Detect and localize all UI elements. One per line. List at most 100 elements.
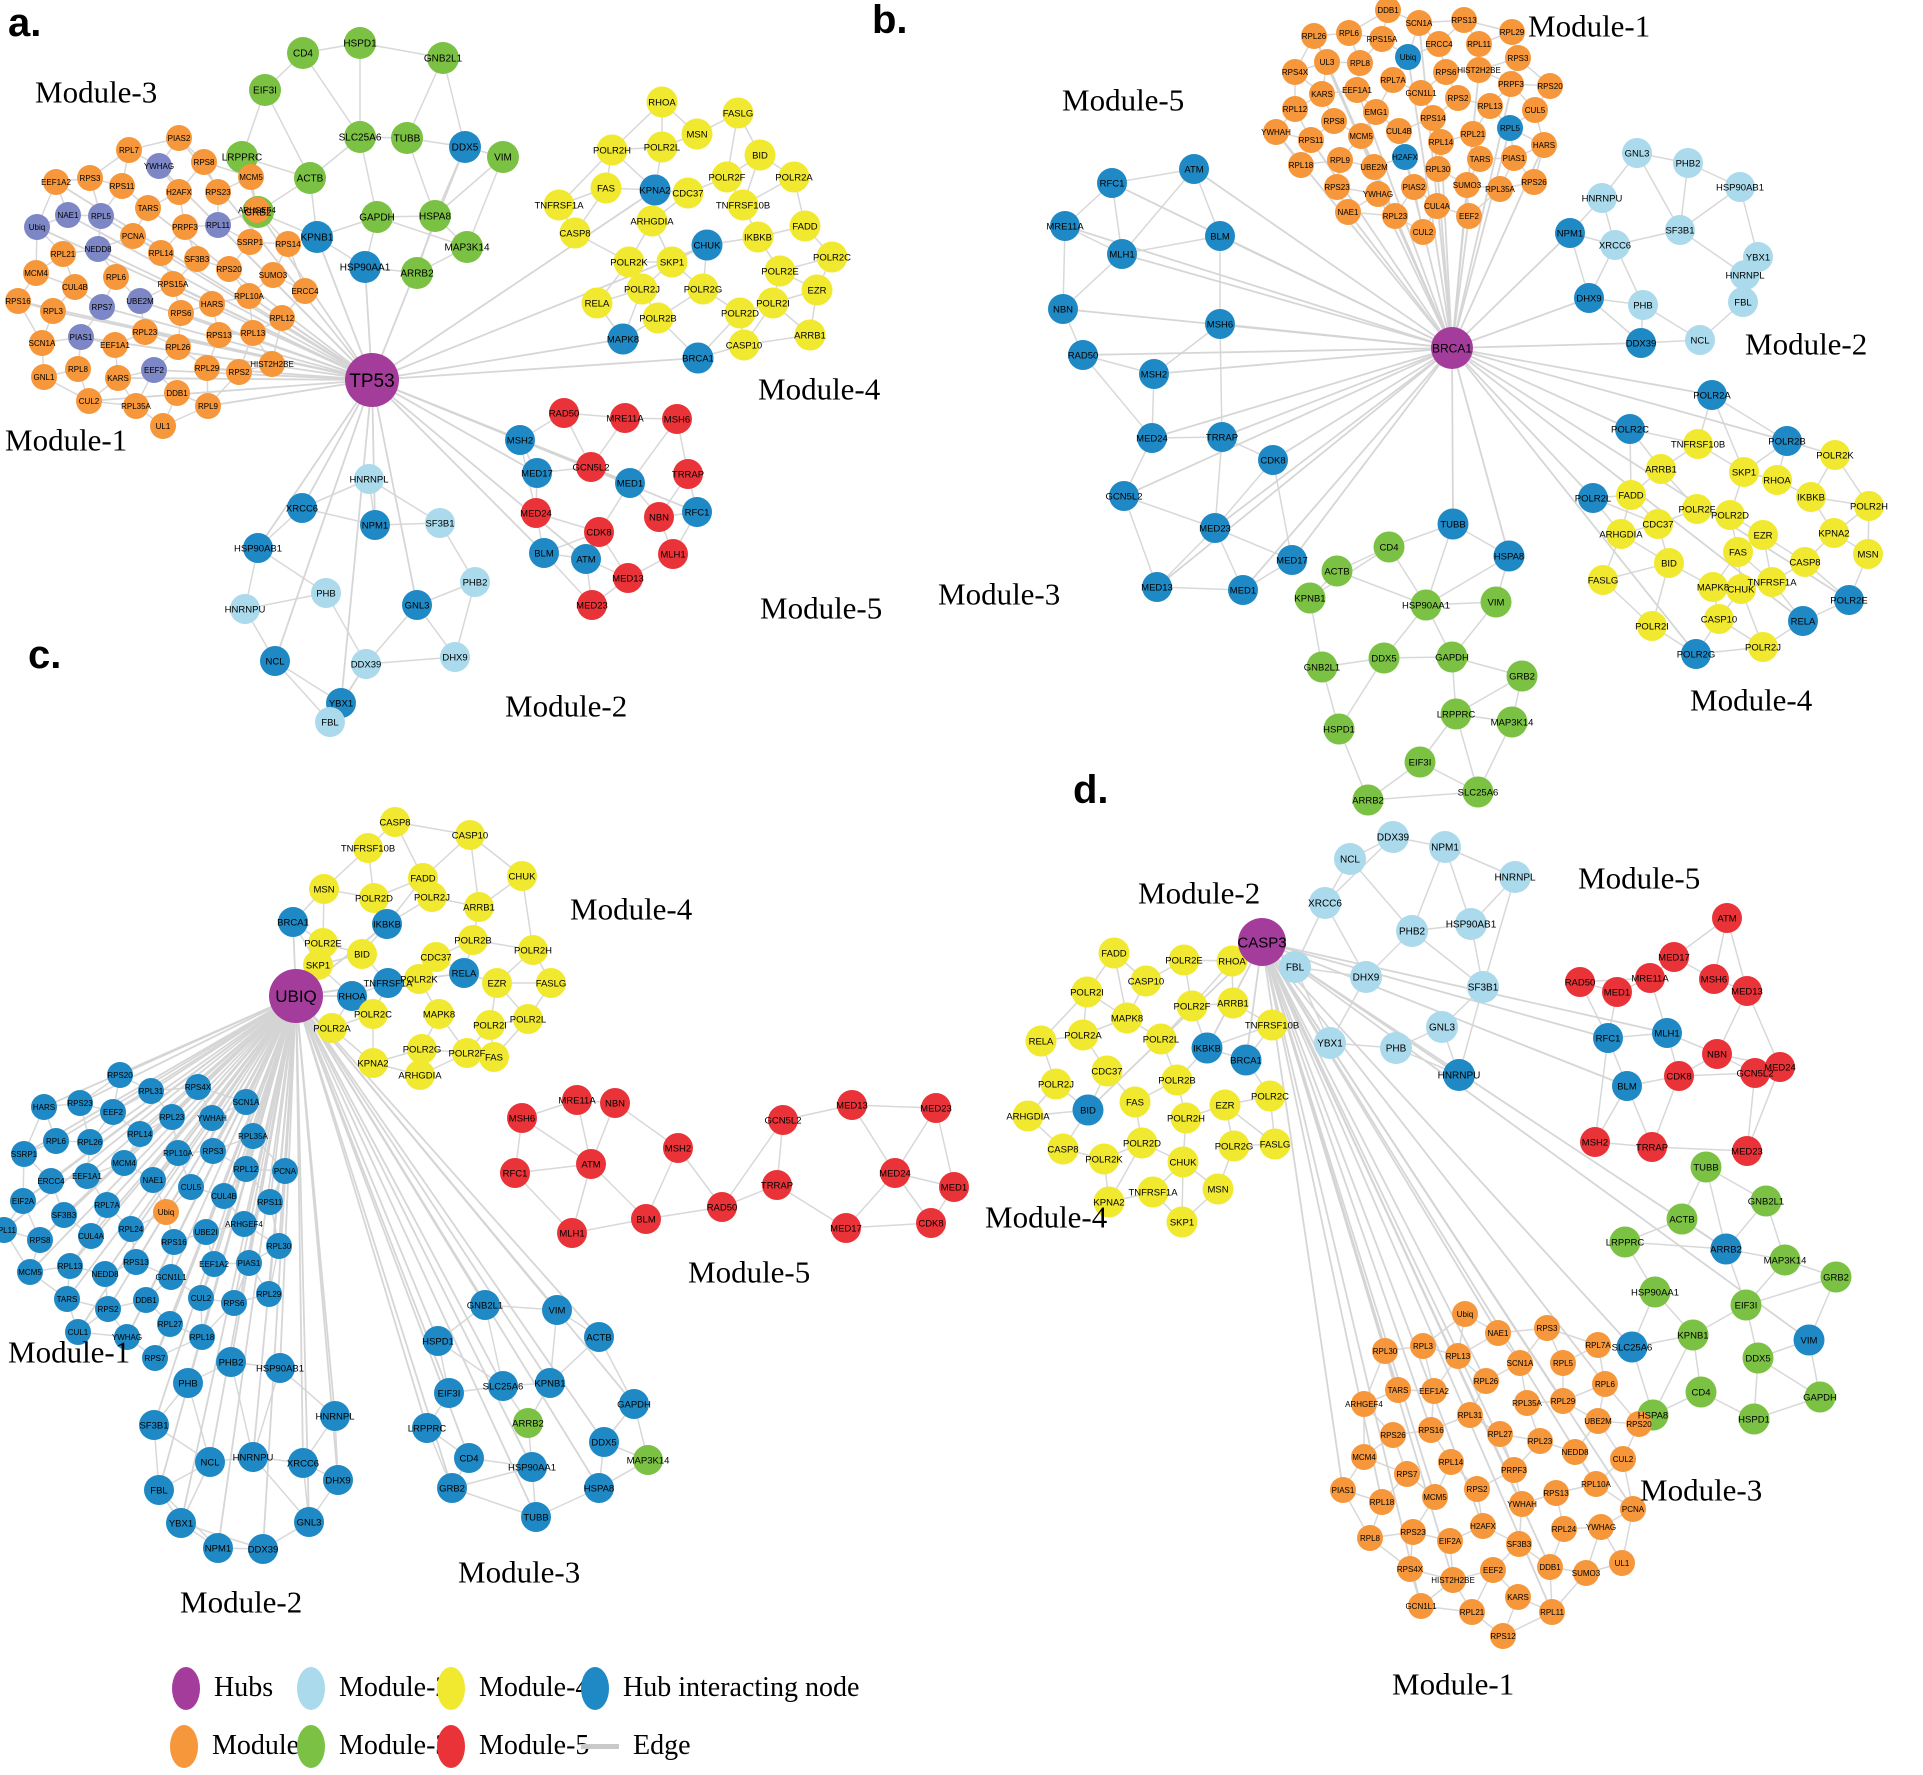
node-MLH1[interactable]	[1652, 1018, 1682, 1048]
node-FBL[interactable]	[1279, 951, 1311, 983]
node-TRRAP[interactable]	[1207, 422, 1237, 452]
node-HARS[interactable]	[199, 291, 225, 317]
node-RPL31[interactable]	[1457, 1402, 1483, 1428]
node-RPS6[interactable]	[1433, 59, 1459, 85]
node-RPS2[interactable]	[95, 1296, 121, 1322]
node-CHUK[interactable]	[507, 861, 537, 891]
node-NAE1[interactable]	[1485, 1320, 1511, 1346]
node-ERCC4[interactable]	[1426, 31, 1452, 57]
node-SUMO3[interactable]	[1454, 172, 1480, 198]
node-MSN[interactable]	[681, 118, 713, 150]
node-TNFRSF1A[interactable]	[543, 189, 575, 221]
node-EIF3I[interactable]	[434, 1378, 464, 1408]
node-RPL27[interactable]	[1487, 1421, 1513, 1447]
node-MRE11A[interactable]	[562, 1085, 592, 1115]
node-POLR2E[interactable]	[764, 255, 796, 287]
node-RPL14[interactable]	[1428, 129, 1454, 155]
node-ATM[interactable]	[571, 544, 601, 574]
node-KARS[interactable]	[105, 365, 131, 391]
node-KPNB1[interactable]	[1294, 582, 1326, 614]
node-CDK8[interactable]	[1664, 1061, 1694, 1091]
node-NEDD8[interactable]	[85, 236, 111, 262]
node-CUL2[interactable]	[188, 1285, 214, 1311]
node-POLR2C[interactable]	[1254, 1080, 1286, 1112]
node-POLR2C[interactable]	[816, 241, 848, 273]
node-RPL18[interactable]	[189, 1324, 215, 1350]
node-DDX39[interactable]	[351, 649, 381, 679]
node-EZR[interactable]	[801, 274, 833, 306]
node-CUL5[interactable]	[178, 1174, 204, 1200]
node-SKP1[interactable]	[1729, 457, 1759, 487]
node-RPS23[interactable]	[1400, 1519, 1426, 1545]
node-PIAS1[interactable]	[236, 1250, 262, 1276]
node-ARRB2[interactable]	[1710, 1233, 1742, 1265]
node-NPM1[interactable]	[360, 510, 390, 540]
node-YWHAH[interactable]	[199, 1105, 225, 1131]
node-MED1[interactable]	[1602, 977, 1632, 1007]
node-PHB2[interactable]	[1673, 148, 1703, 178]
node-XRCC6[interactable]	[1309, 887, 1341, 919]
node-RPL35A[interactable]	[1514, 1390, 1540, 1416]
node-CDK8[interactable]	[1258, 445, 1288, 475]
node-MED24[interactable]	[521, 498, 551, 528]
node-ARRB1[interactable]	[794, 319, 826, 351]
node-GNB2L1[interactable]	[1306, 651, 1338, 683]
node-POLR2A[interactable]	[317, 1013, 347, 1043]
node-POLR2J[interactable]	[1748, 632, 1778, 662]
node-CASP10[interactable]	[728, 329, 760, 361]
node-RPL35A[interactable]	[123, 393, 149, 419]
node-GRB2[interactable]	[437, 1473, 467, 1503]
node-HNRNPU[interactable]	[230, 594, 260, 624]
node-BRCA1[interactable]	[278, 907, 308, 937]
node-RELA[interactable]	[449, 958, 479, 988]
node-GCN5L2[interactable]	[768, 1105, 798, 1135]
node-RPL13[interactable]	[240, 320, 266, 346]
node-MCM4[interactable]	[111, 1150, 137, 1176]
node-RPL9[interactable]	[1327, 147, 1353, 173]
node-HSP90AA1[interactable]	[349, 251, 381, 283]
node-EEF1A1[interactable]	[102, 332, 128, 358]
node-CHUK[interactable]	[1167, 1146, 1199, 1178]
node-RPS13[interactable]	[123, 1249, 149, 1275]
node-RPS3[interactable]	[1534, 1315, 1560, 1341]
node-H2AFX[interactable]	[1470, 1513, 1496, 1539]
node-HSPD1[interactable]	[1738, 1403, 1770, 1435]
node-HARS[interactable]	[31, 1094, 57, 1120]
node-POLR2B[interactable]	[642, 302, 674, 334]
node-RPL5[interactable]	[1497, 115, 1523, 141]
node-EIF2A[interactable]	[1437, 1528, 1463, 1554]
hub-node-TP53[interactable]	[345, 353, 399, 407]
node-RPL13[interactable]	[1477, 93, 1503, 119]
node-IKBKB[interactable]	[1191, 1032, 1223, 1064]
node-POLR2I[interactable]	[1637, 611, 1667, 641]
node-BLM[interactable]	[529, 538, 559, 568]
node-MED17[interactable]	[1277, 545, 1307, 575]
node-SLC25A6[interactable]	[488, 1371, 518, 1401]
node-RPL14[interactable]	[1438, 1449, 1464, 1475]
node-POLR2H[interactable]	[1854, 491, 1884, 521]
node-RPS8[interactable]	[1321, 108, 1347, 134]
node-SF3B1[interactable]	[1665, 215, 1695, 245]
node-POLR2C[interactable]	[1615, 414, 1645, 444]
node-MAPK8[interactable]	[1698, 572, 1728, 602]
node-CASP10[interactable]	[1130, 965, 1162, 997]
node-MCM5[interactable]	[1348, 123, 1374, 149]
node-CD4[interactable]	[454, 1443, 484, 1473]
node-GAPDH[interactable]	[1804, 1381, 1836, 1413]
node-MCM5[interactable]	[238, 164, 264, 190]
node-RPL7A[interactable]	[1585, 1332, 1611, 1358]
node-EMG1[interactable]	[1363, 99, 1389, 125]
node-NCL[interactable]	[1334, 843, 1366, 875]
node-LRPPRC[interactable]	[1440, 698, 1472, 730]
node-POLR2K[interactable]	[1088, 1143, 1120, 1175]
node-CASP8[interactable]	[1790, 547, 1820, 577]
node-SUMO3[interactable]	[1573, 1560, 1599, 1586]
node-EEF1A2[interactable]	[43, 169, 69, 195]
node-IKBKB[interactable]	[372, 909, 402, 939]
node-H2AFX[interactable]	[166, 179, 192, 205]
node-RPS26[interactable]	[1521, 169, 1547, 195]
node-EEF2[interactable]	[100, 1099, 126, 1125]
node-VIM[interactable]	[487, 141, 519, 173]
node-RPL26[interactable]	[165, 334, 191, 360]
node-MSN[interactable]	[309, 874, 339, 904]
